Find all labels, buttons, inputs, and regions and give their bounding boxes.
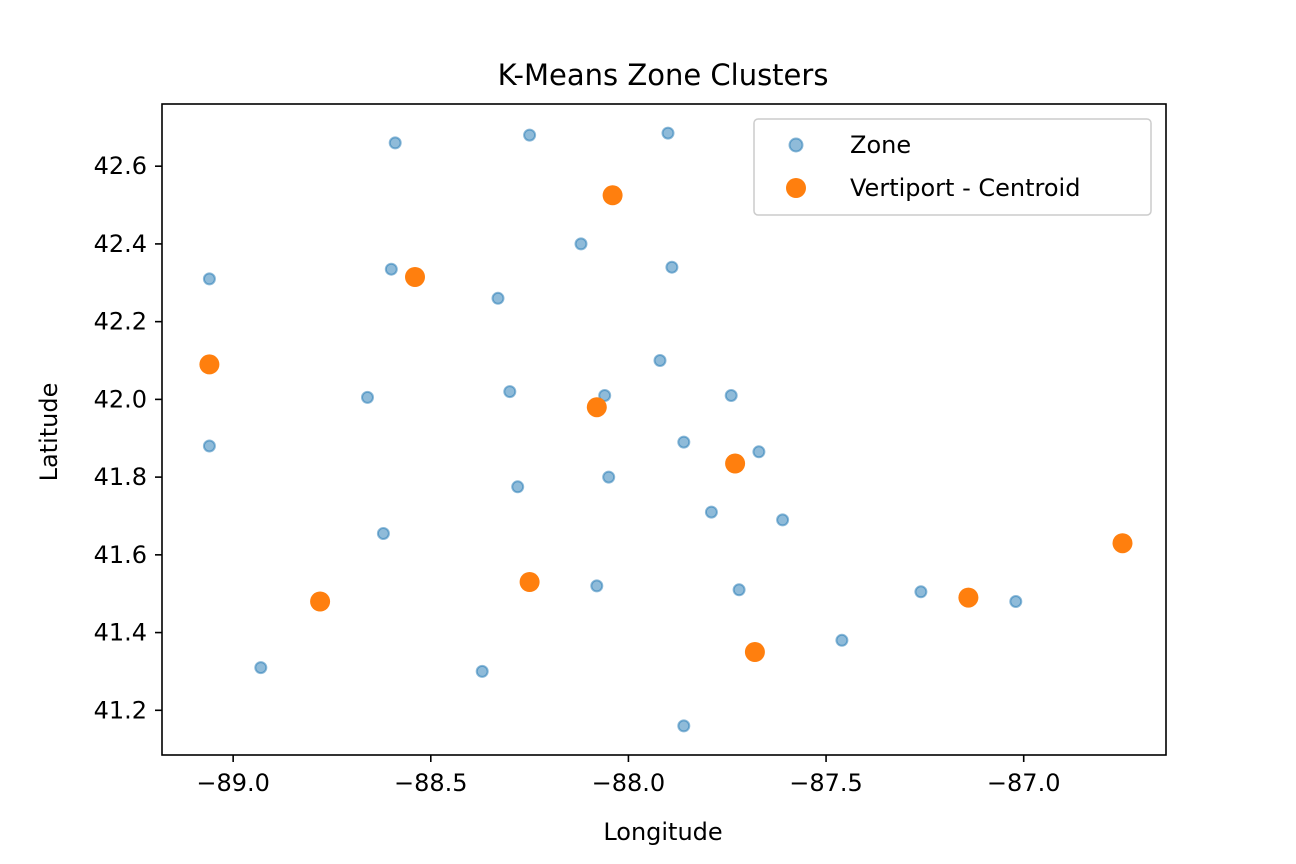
zone-point — [602, 470, 616, 484]
y-tick-label: 41.4 — [94, 619, 147, 647]
zone-point — [677, 435, 691, 449]
zone-point — [732, 583, 746, 597]
zone-point — [677, 719, 691, 733]
zone-point — [202, 439, 216, 453]
zone-point — [704, 505, 718, 519]
centroid-point — [405, 267, 425, 287]
zone-point — [202, 272, 216, 286]
zone-point — [523, 128, 537, 142]
zone-point — [653, 354, 667, 367]
y-tick-label: 42.4 — [94, 230, 147, 258]
y-tick-label: 42.2 — [94, 308, 147, 336]
x-tick-label: −88.5 — [394, 769, 468, 797]
zone-point — [598, 389, 612, 402]
zone-point — [914, 585, 928, 599]
zone-point — [361, 390, 374, 404]
zone-point — [384, 262, 398, 276]
zone-point — [388, 136, 402, 150]
centroid-point — [199, 354, 220, 375]
y-tick-label: 42.0 — [94, 385, 147, 413]
centroid-point — [1112, 533, 1133, 554]
x-tick-label: −87.0 — [987, 769, 1061, 797]
zone-point — [475, 664, 489, 678]
x-tick-label: −87.5 — [789, 769, 863, 797]
centroid-point — [519, 572, 540, 592]
centroid-point — [310, 591, 331, 612]
zone-point — [376, 527, 390, 540]
zone-point — [665, 260, 679, 274]
legend-marker-zone — [788, 137, 804, 153]
zone-point — [752, 445, 766, 459]
legend: Zone Vertiport - Centroid — [753, 118, 1152, 216]
centroid-point — [725, 453, 746, 474]
zone-point — [254, 661, 268, 675]
zone-point — [835, 633, 849, 647]
legend-label-vertiport-centroid: Vertiport - Centroid — [850, 174, 1080, 202]
zone-point — [1009, 595, 1023, 608]
zone-point — [661, 126, 675, 140]
y-tick-label: 42.6 — [94, 152, 147, 180]
legend-box — [753, 118, 1152, 216]
x-axis: −89.0 −88.5 −88.0 −87.5 −87.0 — [196, 755, 1060, 797]
plot-frame — [161, 103, 1167, 756]
x-tick-label: −88.0 — [592, 769, 666, 797]
zone-point — [491, 291, 505, 305]
y-tick-label: 41.2 — [94, 696, 147, 724]
zone-point — [590, 579, 604, 593]
zone-point — [724, 389, 738, 402]
y-tick-label: 41.8 — [94, 463, 147, 491]
centroid-point — [602, 185, 623, 206]
zone-point — [574, 237, 588, 251]
zone-point — [503, 385, 517, 399]
x-axis-title: Longitude — [603, 818, 722, 846]
centroid-point — [744, 642, 765, 662]
chart-title: K-Means Zone Clusters — [498, 58, 829, 92]
zone-point — [511, 480, 525, 494]
legend-marker-vertiport-centroid — [786, 178, 806, 198]
points-layer — [199, 126, 1133, 733]
centroid-point — [958, 587, 979, 608]
legend-label-zone: Zone — [850, 131, 911, 159]
y-tick-label: 41.6 — [94, 541, 147, 569]
y-axis-title: Latitude — [35, 383, 63, 482]
zone-point — [776, 513, 790, 527]
x-tick-label: −89.0 — [196, 769, 270, 797]
y-axis: 41.2 41.4 41.6 41.8 42.0 42.2 42.4 42.6 — [94, 152, 162, 724]
centroid-point — [586, 397, 607, 418]
